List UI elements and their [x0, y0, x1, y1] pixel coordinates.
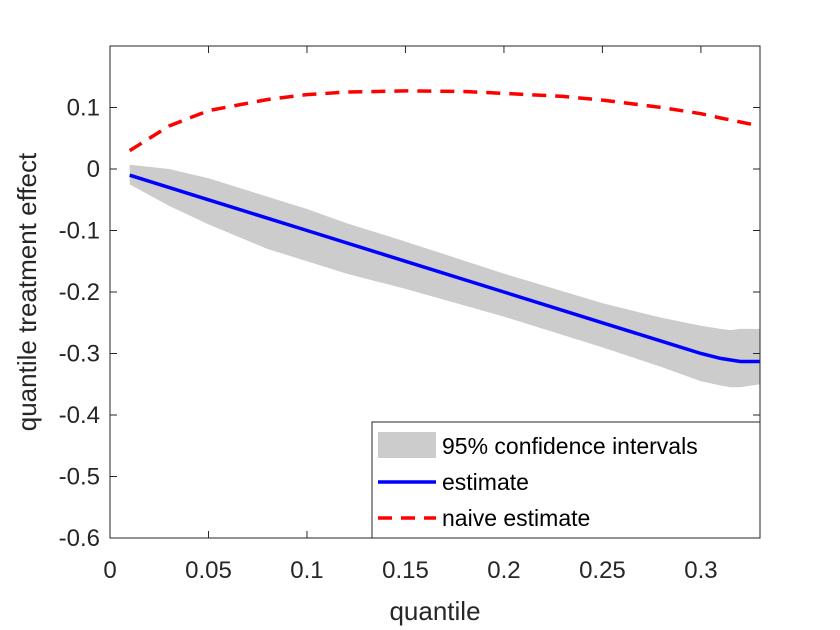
naive-estimate-line [128, 89, 761, 153]
x-tick-label: 0.3 [684, 557, 717, 584]
estimate-line [129, 173, 760, 364]
y-axis-ticks: 0.1 0 -0.1 -0.2 -0.3 -0.4 -0.5 -0.6 [59, 95, 760, 552]
x-axis-label: quantile [389, 596, 480, 626]
y-tick-label: -0.2 [59, 279, 100, 306]
x-tick-label: 0.05 [185, 557, 232, 584]
x-tick-label: 0.2 [487, 557, 520, 584]
confidence-band [129, 164, 760, 388]
legend-box [371, 421, 761, 539]
y-tick-label: -0.1 [59, 218, 100, 245]
y-tick-label: -0.3 [59, 341, 100, 368]
x-tick-label: 0 [103, 557, 116, 584]
legend: 95% confidence intervals estimate naive … [371, 421, 761, 539]
x-tick-label: 0.15 [382, 557, 429, 584]
x-tick-label: 0.25 [579, 557, 626, 584]
y-tick-label: -0.5 [59, 464, 100, 491]
x-tick-label: 0.1 [290, 557, 323, 584]
y-tick-label: -0.4 [59, 402, 100, 429]
legend-swatch-confidence-band [378, 432, 436, 458]
legend-label-estimate: estimate [442, 469, 529, 495]
y-tick-label: 0.1 [67, 95, 100, 122]
plot-area [128, 89, 761, 388]
legend-label-confidence: 95% confidence intervals [442, 433, 698, 459]
y-tick-label: 0 [87, 156, 100, 183]
y-tick-label: -0.6 [59, 525, 100, 552]
y-axis-label: quantile treatment effect [12, 152, 42, 431]
legend-label-naive-estimate: naive estimate [442, 505, 590, 531]
x-axis-ticks: 0 0.05 0.1 0.15 0.2 0.25 0.3 [103, 46, 718, 584]
